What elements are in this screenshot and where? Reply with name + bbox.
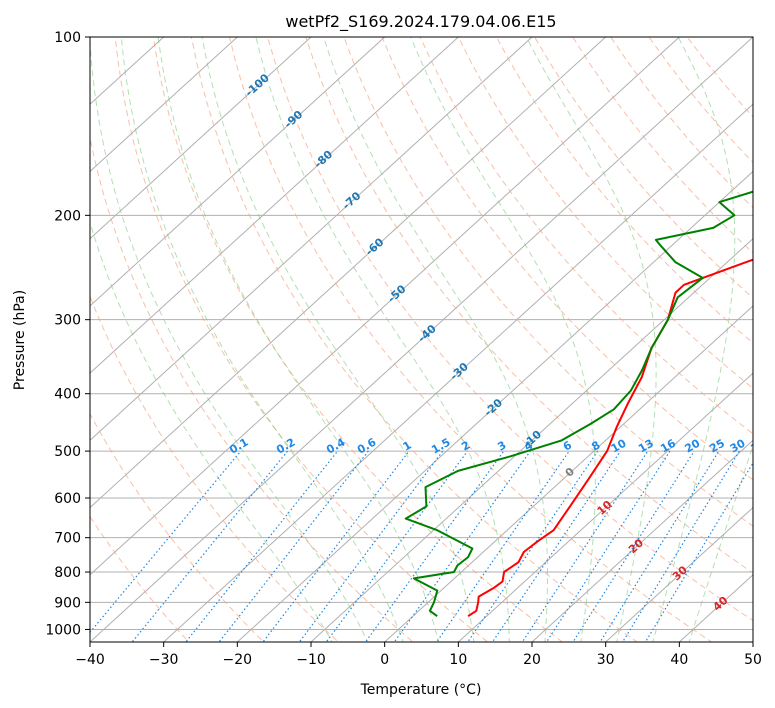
moist-adiabat-line [410, 37, 596, 642]
isotherm-line [90, 37, 681, 576]
isotherm-line [531, 439, 753, 642]
mixing-ratio-label: 25 [707, 437, 727, 456]
dry-adiabat-line [90, 295, 339, 642]
x-tick-label: 50 [744, 652, 762, 668]
mixing-ratio-line [131, 450, 289, 642]
moist-adiabat-line [90, 220, 333, 642]
dry-adiabat-line [152, 37, 564, 642]
y-tick-label: 100 [54, 30, 81, 46]
y-tick-label: 700 [54, 531, 81, 547]
dry-adiabat-line [686, 37, 753, 118]
mixing-ratio-line [545, 450, 671, 642]
dry-adiabat-line [381, 37, 753, 481]
moist-adiabat-line [90, 37, 369, 642]
isotherm-line [90, 37, 165, 105]
dry-adiabat-line [228, 37, 713, 642]
x-tick-label: 20 [523, 652, 541, 668]
mixing-ratio-line [572, 450, 695, 642]
isotherm-label: -100 [243, 71, 272, 99]
isotherm-line [90, 37, 386, 307]
mixing-ratio-line [491, 450, 621, 642]
dry-adiabat-line [534, 37, 753, 299]
mixing-ratio-line [644, 461, 753, 642]
isotherm-line [162, 103, 753, 642]
isotherm-line [90, 37, 533, 442]
mixing-ratio-line [435, 450, 570, 642]
isotherm-line [236, 170, 753, 642]
x-tick-label: 0 [380, 652, 389, 668]
isotherm-line [604, 506, 753, 642]
plot-frame [89, 36, 754, 643]
mixing-ratio-label: 20 [683, 436, 703, 455]
moist-adiabat-line [652, 37, 736, 642]
y-tick-label: 600 [54, 491, 81, 507]
dry-adiabat-line [572, 37, 753, 254]
mixing-ratio-label: 1.5 [429, 436, 452, 457]
moist-adiabat-line [323, 37, 548, 642]
mixing-ratio-line [521, 450, 649, 642]
x-tick-label: −40 [75, 652, 105, 668]
mixing-ratio-label: 36 [748, 436, 768, 455]
chart-title: wetPf2_S169.2024.179.04.06.E15 [285, 12, 556, 32]
dry-adiabat-line [190, 37, 638, 642]
x-tick-label: 40 [670, 652, 688, 668]
y-tick-label: 400 [54, 387, 81, 403]
mixing-ratio-label: 13 [636, 437, 656, 456]
dry-adiabat-line [610, 37, 753, 209]
isotherm-line [90, 37, 607, 509]
y-tick-label: 500 [54, 444, 81, 460]
y-tick-label: 900 [54, 595, 81, 611]
isotherm-line [457, 372, 753, 642]
mixing-ratio-label: 30 [728, 436, 748, 455]
dry-adiabat-line [114, 37, 489, 642]
y-tick-label: 800 [54, 565, 81, 581]
dry-adiabat-line [343, 37, 753, 527]
y-tick-label: 200 [54, 208, 81, 224]
mixing-ratio-label: 16 [658, 436, 678, 455]
x-axis-label: Temperature (°C) [360, 682, 482, 698]
dry-adiabat-line [419, 37, 753, 435]
moist-adiabat-line [201, 37, 475, 642]
isotherm-line [90, 37, 460, 374]
dry-adiabat-line [267, 37, 753, 622]
moist-adiabat-line [120, 37, 404, 642]
x-tick-label: −30 [149, 652, 179, 668]
isotherm-line [90, 37, 312, 240]
y-tick-label: 300 [54, 313, 81, 329]
mixing-ratio-line [393, 450, 531, 642]
mixing-ratio-label: 0.1 [227, 436, 250, 457]
isotherm-line [310, 237, 753, 642]
y-tick-label: 1000 [45, 622, 81, 638]
dewpoint-profile-line [404, 190, 753, 618]
x-tick-label: 30 [597, 652, 615, 668]
mixing-ratio-line [90, 450, 242, 634]
x-tick-label: −20 [223, 652, 253, 668]
mixing-ratio-label: 0.6 [355, 435, 379, 456]
moist-adiabat-line [688, 443, 753, 642]
temperature-profile-line [467, 258, 753, 618]
isotherm-line [752, 641, 753, 642]
x-tick-label: −10 [296, 652, 326, 668]
x-tick-label: 10 [449, 652, 467, 668]
isotherm-line [678, 574, 753, 642]
mixing-ratio-line [262, 450, 410, 642]
mixing-ratio-label: 0.4 [324, 435, 348, 456]
moist-adiabat-line [525, 37, 657, 642]
y-axis-label: Pressure (hPa) [12, 290, 28, 390]
mixing-ratio-line [466, 450, 599, 642]
dry-adiabat-line [305, 37, 753, 574]
mixing-ratio-line [218, 450, 369, 642]
isotherm-line [383, 305, 753, 642]
dry-adiabat-line [90, 135, 414, 642]
moist-adiabat-line [255, 37, 510, 642]
isotherm-line [90, 37, 239, 173]
mixing-ratio-line [364, 450, 505, 642]
isotherm-line [90, 37, 753, 642]
